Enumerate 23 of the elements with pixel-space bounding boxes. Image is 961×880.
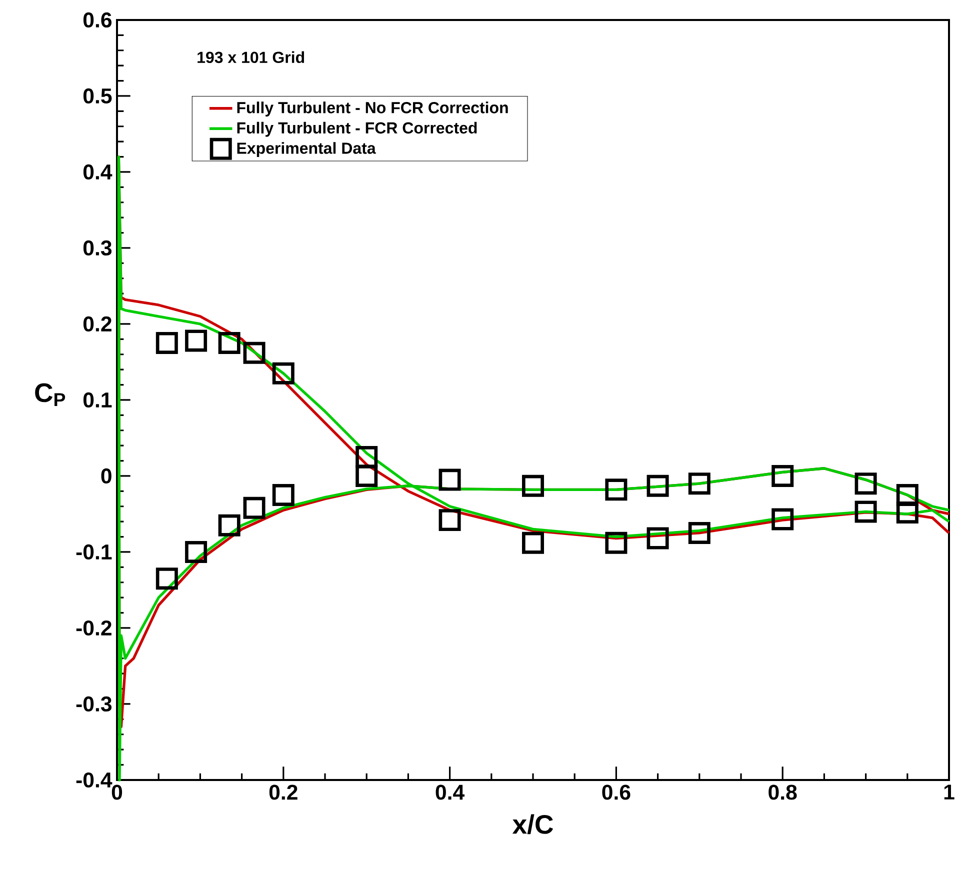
x-tick-label: 1 xyxy=(944,784,954,800)
y-tick-label: -0.3 xyxy=(76,696,112,712)
y-tick-label: 0.6 xyxy=(83,12,112,28)
y-tick-label: 0.2 xyxy=(83,316,112,332)
legend-label: Experimental Data xyxy=(237,142,376,158)
y-tick-label: -0.2 xyxy=(76,620,112,636)
y-tick-label: -0.1 xyxy=(76,544,112,560)
x-axis-title: x/C xyxy=(512,814,554,834)
x-tick-label: 0 xyxy=(112,784,122,800)
y-tick-label: -0.4 xyxy=(76,772,112,788)
x-tick-label: 0.4 xyxy=(436,784,465,800)
x-tick-label: 0.6 xyxy=(602,784,630,800)
x-tick-label: 0.8 xyxy=(768,784,797,800)
y-tick-label: 0.4 xyxy=(83,164,112,180)
y-tick-label: 0.5 xyxy=(83,88,112,104)
x-tick-label: 0.2 xyxy=(269,784,298,800)
annotation: 193 x 101 Grid xyxy=(198,51,304,64)
legend-label: Fully Turbulent - No FCR Correction xyxy=(237,102,508,116)
legend-label: Fully Turbulent - FCR Corrected xyxy=(237,122,477,137)
y-tick-label: 0 xyxy=(101,468,112,484)
y-tick-label: 0.1 xyxy=(83,392,112,408)
y-tick-label: 0.3 xyxy=(83,240,112,256)
y-axis-title: C$_{P}$ xyxy=(35,383,66,406)
